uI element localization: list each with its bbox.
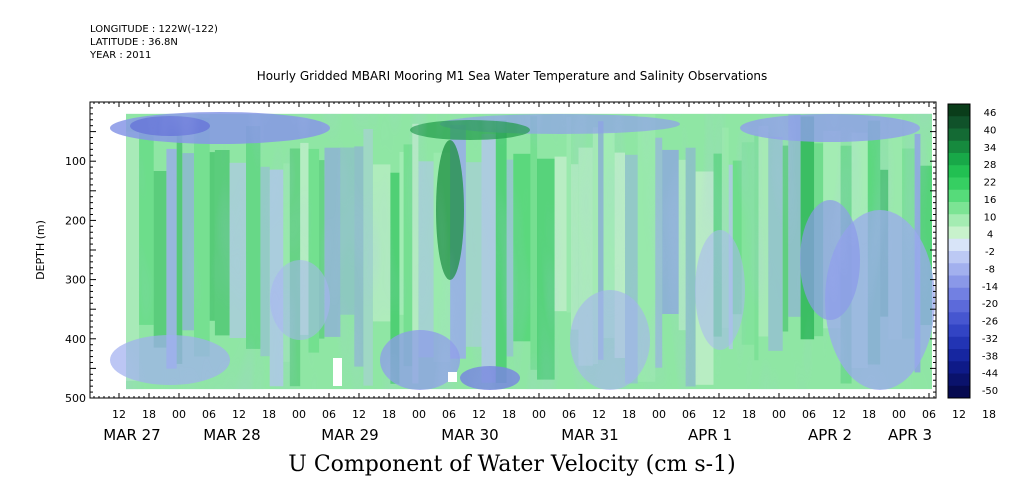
- colorbar-swatch: [948, 275, 970, 289]
- colorbar-swatch: [948, 153, 970, 166]
- x-hour-label: 18: [382, 408, 396, 421]
- x-hour-label: 18: [142, 408, 156, 421]
- colorbar-label: -32: [982, 334, 998, 345]
- y-tick-label: 500: [65, 392, 86, 405]
- colorbar-swatch: [948, 128, 970, 142]
- colorbar-swatch: [948, 300, 970, 313]
- main-title: U Component of Water Velocity (cm s-1): [288, 452, 736, 477]
- x-hour-label: 06: [682, 408, 696, 421]
- x-hour-label: 12: [472, 408, 486, 421]
- colorbar-label: 4: [987, 230, 993, 241]
- colorbar-label: -26: [982, 317, 998, 328]
- colorbar-label: -50: [982, 386, 998, 397]
- colorbar-label: -38: [982, 351, 998, 362]
- colorbar-swatch: [948, 324, 970, 338]
- x-hour-label: 00: [532, 408, 546, 421]
- colorbar-label: 34: [984, 143, 997, 154]
- x-hour-label: 06: [202, 408, 216, 421]
- x-date-label: APR 3: [888, 426, 932, 444]
- colorbar-label: -8: [985, 264, 995, 275]
- colorbar-label: 28: [984, 160, 997, 171]
- x-hour-label: 00: [292, 408, 306, 421]
- colorbar-swatch: [948, 361, 970, 374]
- x-date-label: MAR 30: [441, 426, 498, 444]
- x-hour-label: 00: [772, 408, 786, 421]
- y-tick-label: 300: [65, 274, 86, 287]
- colorbar-label: 10: [984, 212, 997, 223]
- colorbar-swatch: [948, 140, 970, 154]
- y-tick-label: 100: [65, 155, 86, 168]
- x-date-label: MAR 28: [203, 426, 260, 444]
- colorbar-swatch: [948, 349, 970, 362]
- x-hour-label: 18: [982, 408, 996, 421]
- colorbar-swatch: [948, 202, 970, 215]
- colorbar-swatch: [948, 238, 970, 252]
- latitude-label: LATITUDE : 36.8N: [90, 37, 178, 48]
- x-hour-label: 12: [352, 408, 366, 421]
- colorbar-label: 40: [984, 125, 997, 136]
- missing-data-gap: [448, 372, 457, 382]
- x-hour-label: 06: [802, 408, 816, 421]
- colorbar-swatch: [948, 226, 970, 240]
- x-hour-label: 18: [262, 408, 276, 421]
- colorbar-swatch: [948, 177, 970, 191]
- colorbar-swatch: [948, 189, 970, 203]
- colorbar-border: [947, 103, 971, 399]
- x-hour-label: 12: [592, 408, 606, 421]
- chart-title: Hourly Gridded MBARI Mooring M1 Sea Wate…: [256, 69, 768, 83]
- x-hour-label: 06: [922, 408, 936, 421]
- x-hour-label: 12: [952, 408, 966, 421]
- colorbar-swatch: [948, 312, 970, 325]
- x-hour-label: 00: [412, 408, 426, 421]
- field-texture: [126, 113, 932, 390]
- colorbar-swatch: [948, 116, 970, 129]
- colorbar-label: 16: [984, 195, 997, 206]
- x-date-label: MAR 29: [321, 426, 378, 444]
- x-hour-label: 06: [562, 408, 576, 421]
- longitude-label: LONGITUDE : 122W(-122): [90, 24, 218, 35]
- colorbar-label: -2: [985, 247, 995, 258]
- x-hour-label: 12: [112, 408, 126, 421]
- time-axis: 12 18 00 06 12 18 00 06 12 18 00 06 12 18 00 06 12 18 00 06…: [93, 102, 996, 444]
- x-date-label: MAR 27: [103, 426, 160, 444]
- x-hour-label: 18: [862, 408, 876, 421]
- x-hour-label: 18: [502, 408, 516, 421]
- colorbar-swatch: [948, 373, 970, 387]
- x-hour-label: 00: [172, 408, 186, 421]
- heatmap-field: [110, 112, 935, 390]
- colorbar-swatch: [948, 336, 970, 350]
- missing-data-gap: [333, 358, 342, 386]
- colorbar-label: 22: [984, 178, 997, 189]
- colorbar-label: -20: [982, 299, 998, 310]
- colorbar-swatch: [948, 385, 970, 399]
- x-hour-label: 12: [232, 408, 246, 421]
- depth-axis: 100 200 300 400 500 DEPTH (m): [34, 101, 936, 405]
- x-hour-label: 00: [652, 408, 666, 421]
- colorbar-swatch: [948, 104, 970, 117]
- x-hour-label: 12: [832, 408, 846, 421]
- x-hour-label: 00: [892, 408, 906, 421]
- x-hour-label: 06: [442, 408, 456, 421]
- colorbar-swatch: [948, 251, 970, 264]
- colorbar: 46 40 34 28 22 16 10 4 -2 -8 -14 -20 -26 -32 -38 -44 -50: [947, 103, 998, 399]
- colorbar-swatch: [948, 263, 970, 276]
- x-date-label: MAR 31: [561, 426, 618, 444]
- y-axis-label: DEPTH (m): [34, 220, 47, 280]
- x-date-label: APR 2: [808, 426, 852, 444]
- y-tick-label: 400: [65, 333, 86, 346]
- x-date-label: APR 1: [688, 426, 732, 444]
- colorbar-label: 46: [984, 108, 997, 119]
- colorbar-label: -44: [982, 369, 998, 380]
- x-hour-label: 18: [622, 408, 636, 421]
- colorbar-label: -14: [982, 282, 998, 293]
- x-hour-label: 12: [712, 408, 726, 421]
- year-label: YEAR : 2011: [90, 50, 152, 61]
- x-hour-label: 18: [742, 408, 756, 421]
- colorbar-swatch: [948, 287, 970, 301]
- colorbar-swatch: [948, 165, 970, 178]
- colorbar-swatch: [948, 214, 970, 227]
- x-hour-label: 06: [322, 408, 336, 421]
- y-tick-label: 200: [65, 214, 86, 227]
